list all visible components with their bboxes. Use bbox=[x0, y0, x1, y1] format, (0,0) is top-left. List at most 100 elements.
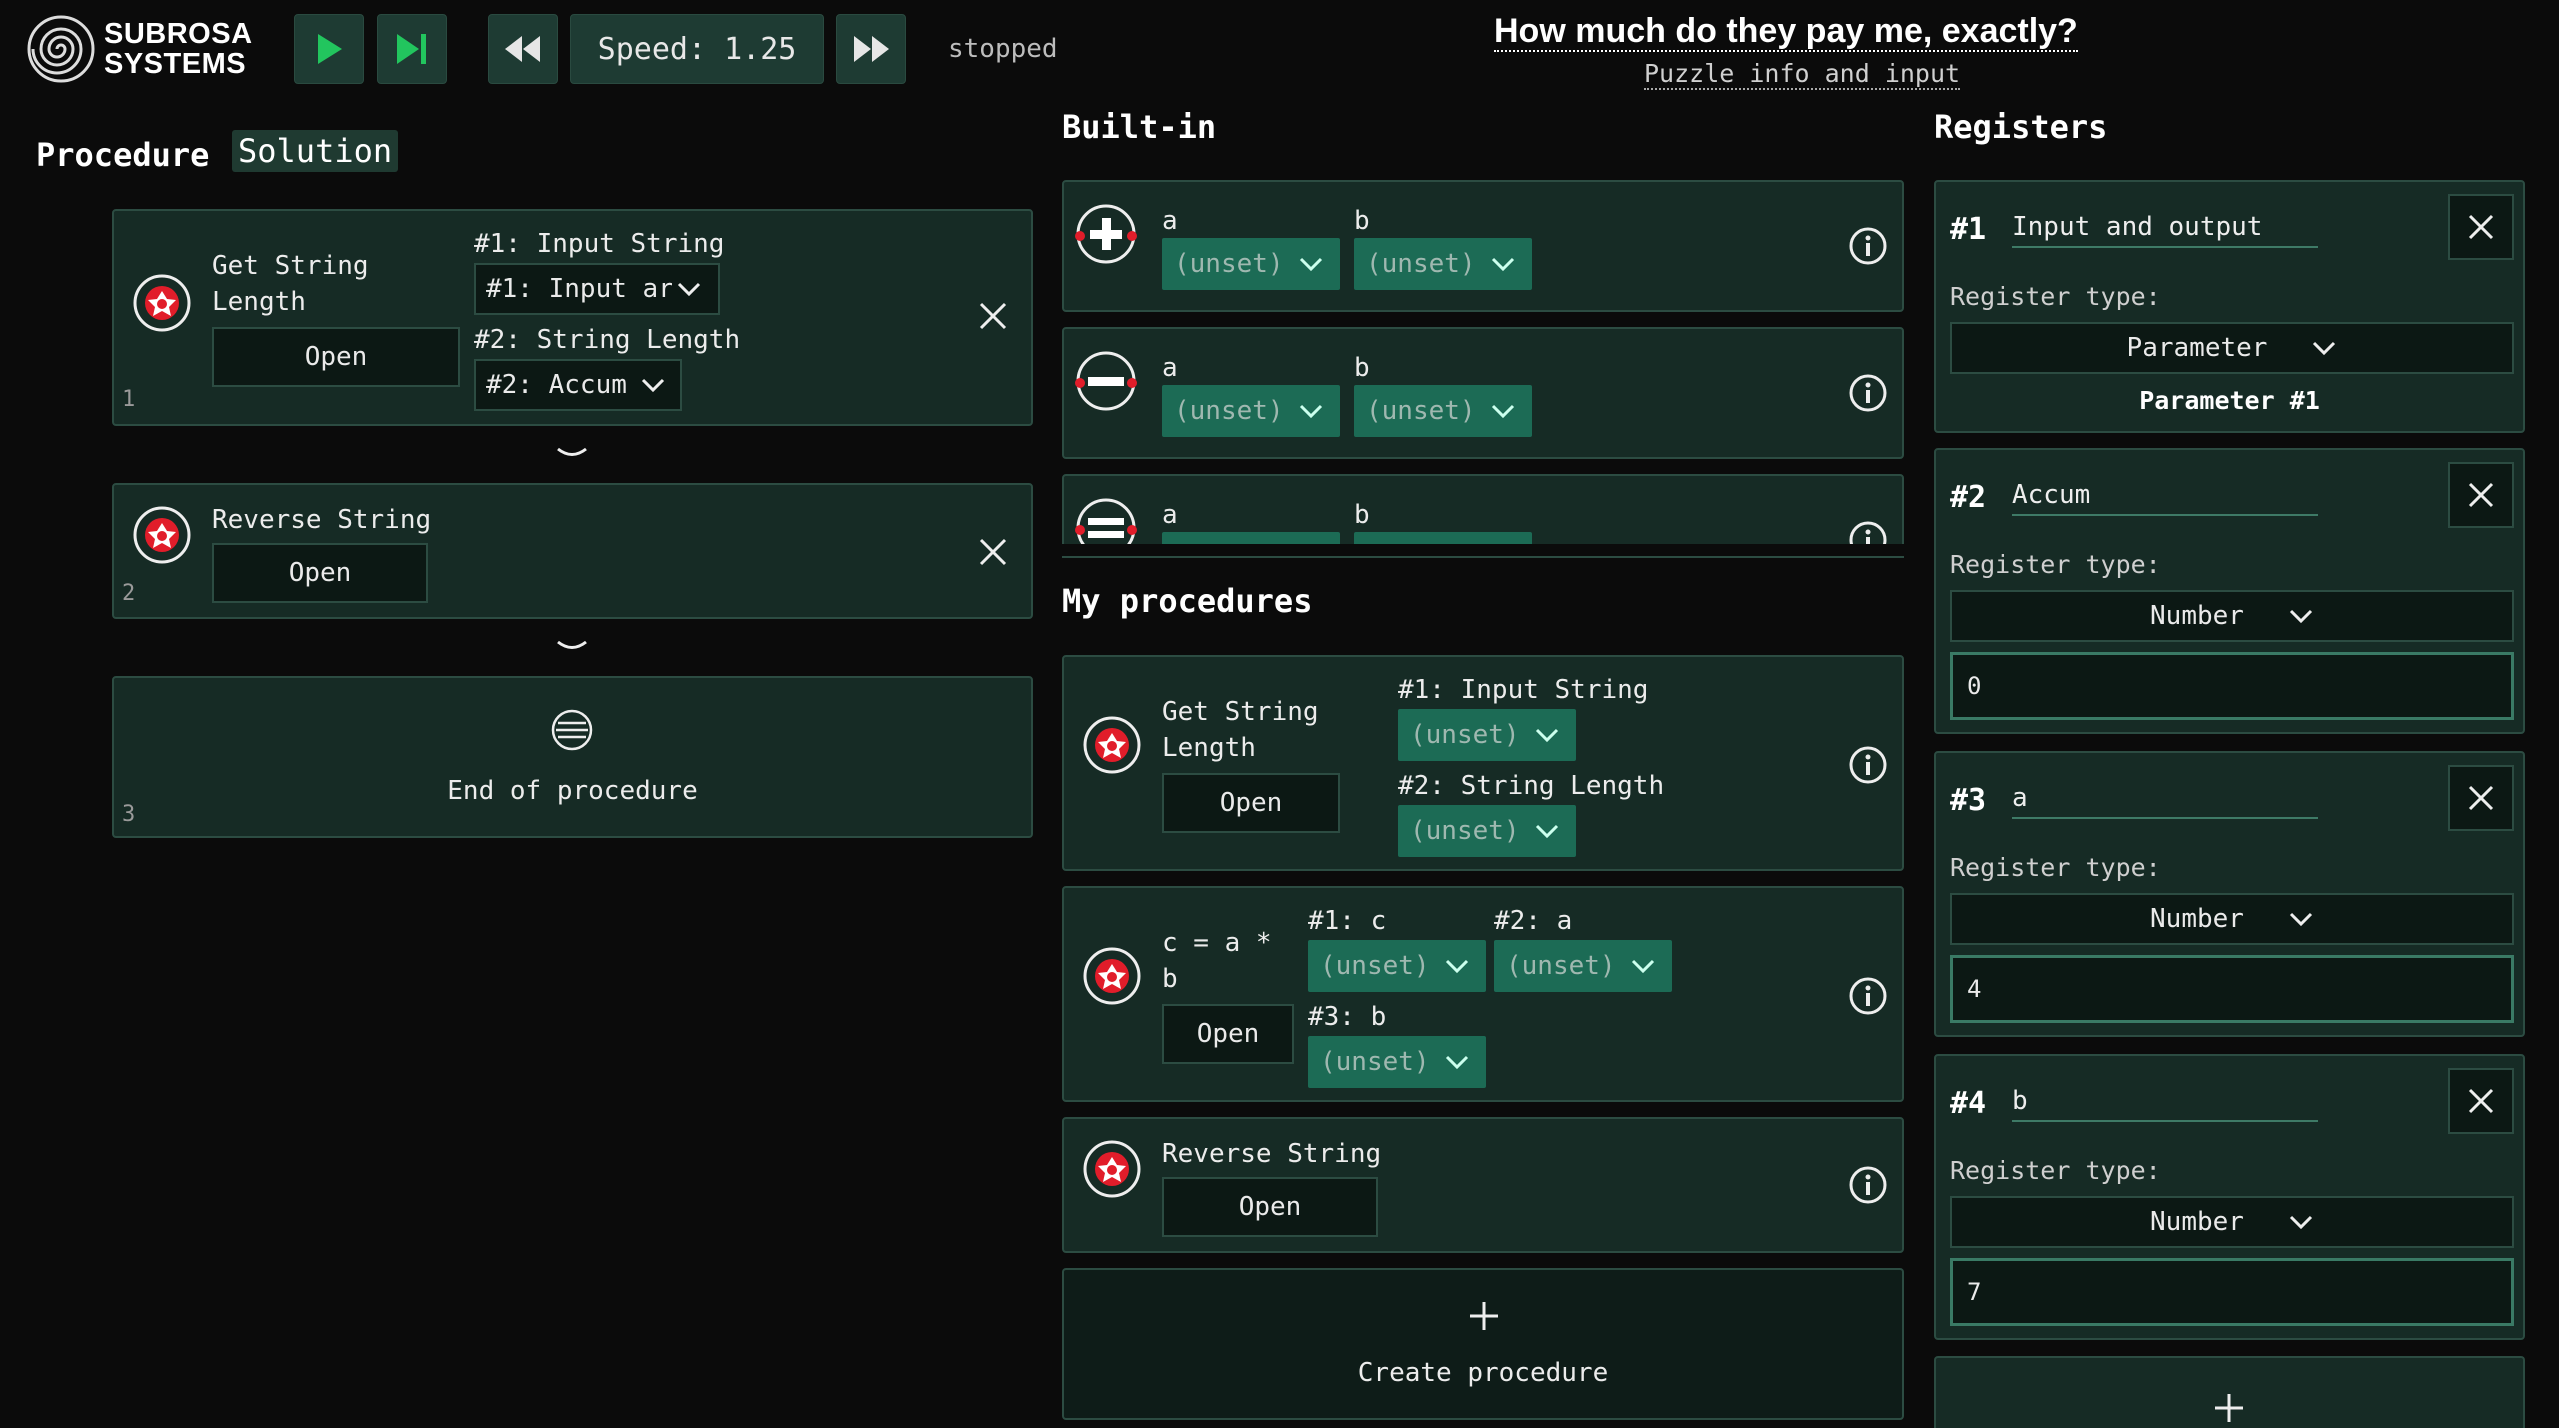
builtin-title: Built-in bbox=[1062, 108, 1217, 146]
register-type-label: Register type: bbox=[1950, 1156, 2161, 1185]
spiral-logo-icon bbox=[27, 15, 95, 83]
input-a-value: (unset) bbox=[1174, 249, 1284, 279]
register-type-select[interactable]: Parameter bbox=[1950, 322, 2514, 374]
end-of-procedure: End of procedure 3 bbox=[112, 676, 1033, 838]
param1-select[interactable]: (unset) bbox=[1398, 709, 1576, 761]
create-procedure-button[interactable]: Create procedure bbox=[1062, 1268, 1904, 1420]
add-register-button[interactable] bbox=[1934, 1356, 2525, 1428]
my-procedure-item[interactable]: Get String Length Open #1: Input String … bbox=[1062, 655, 1904, 871]
delete-register-button[interactable] bbox=[2448, 194, 2514, 260]
solution-tab[interactable]: Solution bbox=[232, 130, 399, 172]
register-card: #3 a Register type: Number 4 bbox=[1934, 751, 2525, 1037]
remove-step-icon[interactable] bbox=[978, 301, 1008, 331]
chevron-down-icon bbox=[2313, 341, 2336, 356]
procedure-tab[interactable]: Procedure bbox=[36, 136, 210, 174]
open-step-button[interactable]: Open bbox=[212, 543, 428, 603]
register-parameter-label: Parameter #1 bbox=[2139, 386, 2320, 415]
param3-select[interactable]: (unset) bbox=[1308, 1036, 1486, 1088]
param3-value: (unset) bbox=[1320, 1047, 1430, 1077]
register-number: #2 bbox=[1950, 480, 1987, 515]
open-procedure-button[interactable]: Open bbox=[1162, 1177, 1378, 1237]
input-b-select[interactable]: (unset) bbox=[1354, 385, 1532, 437]
my-procedure-item[interactable]: Reverse String Open bbox=[1062, 1117, 1904, 1253]
chevron-down-icon bbox=[1535, 824, 1559, 839]
builtin-add[interactable]: a b (unset) (unset) bbox=[1062, 180, 1904, 312]
input-b-value: (unset) bbox=[1366, 396, 1476, 426]
input-a-select[interactable] bbox=[1162, 532, 1340, 544]
input-a-select[interactable]: (unset) bbox=[1162, 238, 1340, 290]
register-name-input[interactable]: b bbox=[2012, 1086, 2318, 1122]
step-name-line2: Length bbox=[212, 287, 306, 317]
plus-icon bbox=[1470, 1302, 1498, 1330]
register-value-input[interactable]: 7 bbox=[1950, 1258, 2514, 1326]
builtin-equals[interactable]: a b bbox=[1062, 474, 1904, 544]
param2-select[interactable]: #2: Accum bbox=[474, 359, 682, 411]
puzzle-title[interactable]: How much do they pay me, exactly? bbox=[1494, 12, 2078, 52]
input-b-select[interactable] bbox=[1354, 532, 1532, 544]
register-name-input[interactable]: a bbox=[2012, 783, 2318, 819]
equals-op-icon bbox=[1075, 498, 1137, 544]
chevron-down-icon bbox=[2289, 912, 2313, 927]
register-type-select[interactable]: Number bbox=[1950, 893, 2514, 945]
step-forward-button[interactable] bbox=[377, 14, 447, 84]
param1-label: #1: Input String bbox=[1398, 675, 1649, 705]
section-divider bbox=[1062, 556, 1904, 558]
info-icon[interactable] bbox=[1848, 520, 1888, 544]
chevron-down-icon bbox=[2289, 609, 2313, 624]
input-b-label: b bbox=[1354, 353, 1370, 383]
input-b-label: b bbox=[1354, 206, 1370, 236]
register-type-select[interactable]: Number bbox=[1950, 590, 2514, 642]
register-value-input[interactable]: 4 bbox=[1950, 955, 2514, 1023]
builtin-subtract[interactable]: a b (unset) (unset) bbox=[1062, 327, 1904, 459]
faster-button[interactable] bbox=[836, 14, 906, 84]
info-icon[interactable] bbox=[1848, 226, 1888, 266]
register-value-input[interactable]: 0 bbox=[1950, 652, 2514, 720]
param1-value: (unset) bbox=[1410, 720, 1520, 750]
register-name-input[interactable]: Input and output bbox=[2012, 212, 2318, 248]
play-button[interactable] bbox=[294, 14, 364, 84]
procedure-gear-icon bbox=[133, 274, 191, 332]
input-b-select[interactable]: (unset) bbox=[1354, 238, 1532, 290]
my-procedures-title: My procedures bbox=[1062, 582, 1313, 620]
end-label: End of procedure bbox=[447, 776, 698, 806]
delete-register-button[interactable] bbox=[2448, 765, 2514, 831]
register-type-select[interactable]: Number bbox=[1950, 1196, 2514, 1248]
my-procedure-item[interactable]: c = a * b Open #1: c (unset) #2: a (unse… bbox=[1062, 886, 1904, 1102]
register-name-input[interactable]: Accum bbox=[2012, 480, 2318, 516]
input-a-value: (unset) bbox=[1174, 396, 1284, 426]
remove-step-icon[interactable] bbox=[978, 537, 1008, 567]
register-type-label: Register type: bbox=[1950, 550, 2161, 579]
param2-select[interactable]: (unset) bbox=[1494, 940, 1672, 992]
param2-value: #2: Accum bbox=[486, 370, 627, 400]
register-number: #4 bbox=[1950, 1086, 1987, 1121]
delete-register-button[interactable] bbox=[2448, 462, 2514, 528]
param1-select[interactable]: #1: Input ar bbox=[474, 263, 720, 315]
open-step-button[interactable]: Open bbox=[212, 327, 460, 387]
info-icon[interactable] bbox=[1848, 373, 1888, 413]
register-type-value: Number bbox=[2150, 601, 2244, 631]
input-a-label: a bbox=[1162, 500, 1178, 530]
connector-chevron-icon bbox=[557, 640, 587, 649]
run-status: stopped bbox=[948, 34, 1058, 64]
info-icon[interactable] bbox=[1848, 1165, 1888, 1205]
delete-register-button[interactable] bbox=[2448, 1068, 2514, 1134]
info-icon[interactable] bbox=[1848, 745, 1888, 785]
param1-value: (unset) bbox=[1320, 951, 1430, 981]
procedure-gear-icon bbox=[133, 506, 191, 564]
param2-label: #2: String Length bbox=[474, 325, 741, 355]
open-procedure-button[interactable]: Open bbox=[1162, 773, 1340, 833]
param1-label: #1: c bbox=[1308, 906, 1387, 936]
param2-label: #2: String Length bbox=[1398, 771, 1665, 801]
open-procedure-button[interactable]: Open bbox=[1162, 1004, 1294, 1064]
info-icon[interactable] bbox=[1848, 976, 1888, 1016]
procedure-step[interactable]: Reverse String Open 2 bbox=[112, 483, 1033, 619]
param2-select[interactable]: (unset) bbox=[1398, 805, 1576, 857]
chevron-down-icon bbox=[1535, 728, 1559, 743]
param1-select[interactable]: (unset) bbox=[1308, 940, 1486, 992]
input-a-select[interactable]: (unset) bbox=[1162, 385, 1340, 437]
input-a-label: a bbox=[1162, 206, 1178, 236]
param1-value: #1: Input ar bbox=[486, 274, 672, 304]
puzzle-info-link[interactable]: Puzzle info and input bbox=[1644, 59, 1961, 90]
slower-button[interactable] bbox=[488, 14, 558, 84]
procedure-step[interactable]: Get String Length Open #1: Input String … bbox=[112, 209, 1033, 426]
